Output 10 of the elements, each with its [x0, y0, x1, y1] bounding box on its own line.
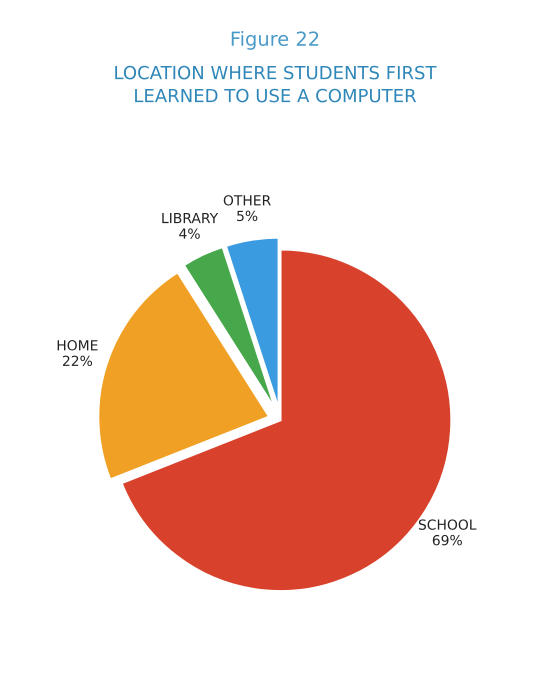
slice-label: SCHOOL: [418, 519, 476, 530]
chart-title: Figure 22: [232, 31, 318, 50]
slice-label: HOME: [58, 340, 98, 351]
data-label: 22%: [62, 356, 92, 366]
data-label: 4%: [179, 228, 200, 239]
slice-label: OTHER: [224, 195, 271, 206]
slice-label: LIBRARY: [162, 212, 218, 224]
data-label: 69%: [432, 534, 462, 546]
chart-subtitle: LOCATION WHERE STUDENTS FIRST LEARNED TO USE A COMPUTER: [115, 66, 437, 102]
data-label: 5%: [237, 210, 258, 222]
